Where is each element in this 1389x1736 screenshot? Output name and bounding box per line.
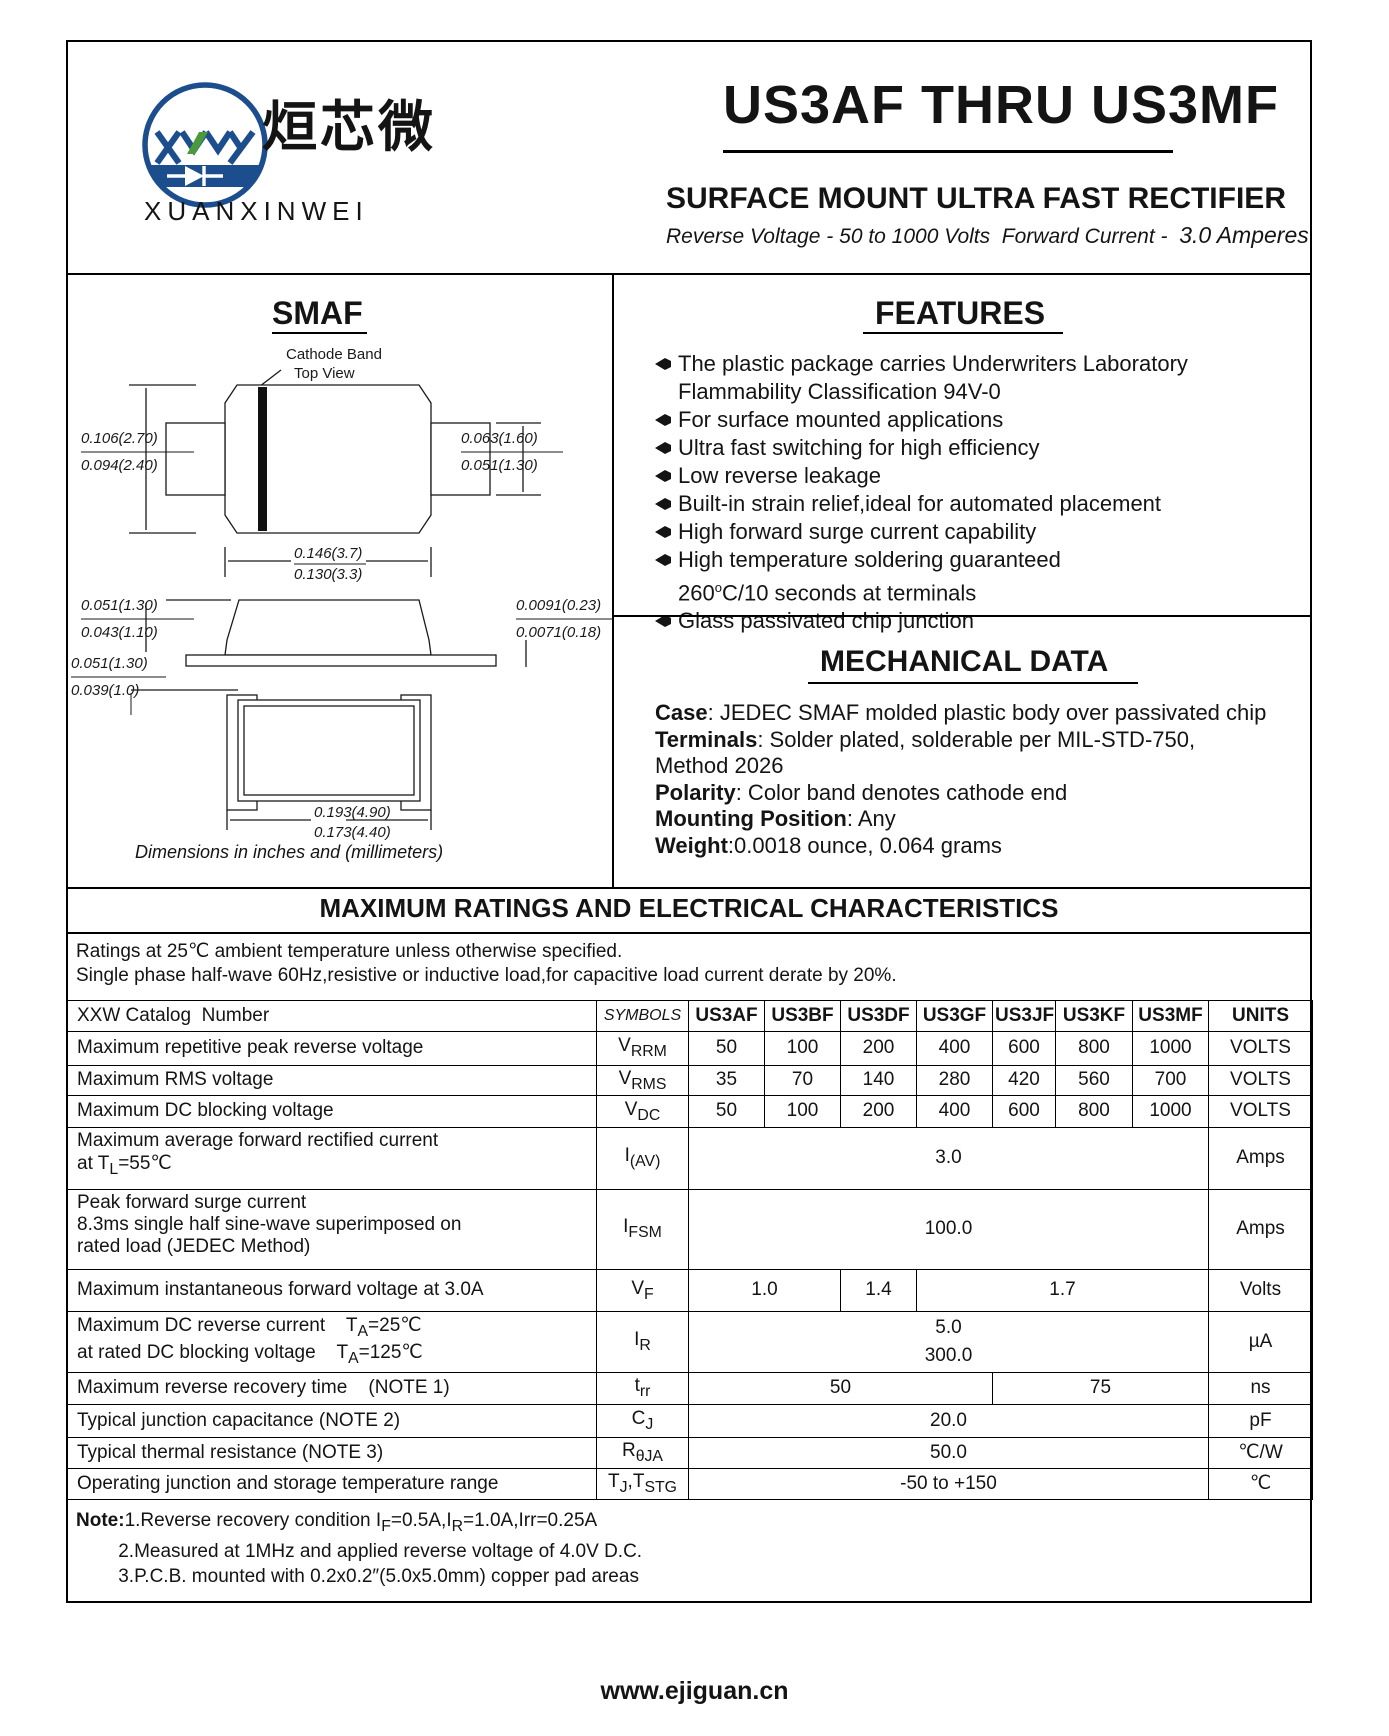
svg-text:0.051(1.30): 0.051(1.30) (461, 457, 538, 474)
svg-text:Top View: Top View (294, 365, 355, 382)
svg-text:0.146(3.7): 0.146(3.7) (294, 545, 362, 562)
svg-text:0.063(1.60): 0.063(1.60) (461, 430, 538, 447)
svg-text:0.0091(0.23): 0.0091(0.23) (516, 597, 601, 614)
svg-text:0.106(2.70): 0.106(2.70) (81, 430, 158, 447)
svg-text:0.193(4.90): 0.193(4.90) (314, 804, 391, 821)
svg-text:0.0071(0.18): 0.0071(0.18) (516, 624, 601, 641)
svg-text:Cathode Band: Cathode Band (286, 346, 382, 363)
svg-text:0.043(1.10): 0.043(1.10) (81, 624, 158, 641)
svg-text:0.173(4.40): 0.173(4.40) (314, 824, 391, 841)
svg-text:0.130(3.3): 0.130(3.3) (294, 566, 362, 583)
svg-text:0.039(1.0): 0.039(1.0) (71, 682, 139, 699)
svg-text:0.051(1.30): 0.051(1.30) (81, 597, 158, 614)
svg-text:0.094(2.40): 0.094(2.40) (81, 457, 158, 474)
svg-text:0.051(1.30): 0.051(1.30) (71, 655, 148, 672)
